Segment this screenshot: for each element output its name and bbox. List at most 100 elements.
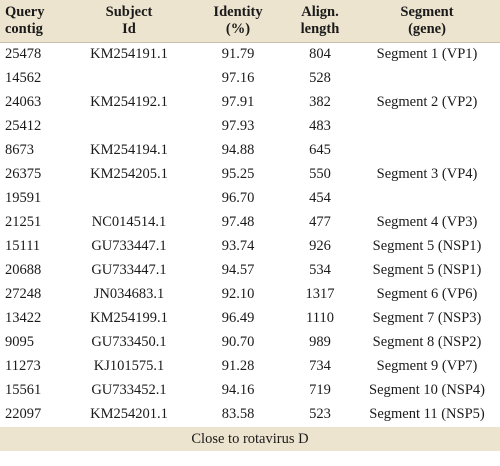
cell-segment: Segment 1 (VP1) (354, 42, 500, 67)
header-segment-line2: (gene) (408, 21, 446, 37)
cell-align-length: 645 (286, 138, 354, 163)
cell-subject-id: KM254191.1 (68, 42, 190, 67)
cell-query-contig: 14562 (0, 66, 68, 91)
cell-segment: Segment 2 (VP2) (354, 90, 500, 115)
cell-align-length: 454 (286, 186, 354, 211)
cell-identity: 83.58 (190, 402, 286, 427)
cell-subject-id (68, 66, 190, 91)
cell-align-length: 734 (286, 354, 354, 379)
cell-segment: Segment 4 (VP3) (354, 210, 500, 235)
cell-query-contig: 13422 (0, 306, 68, 331)
cell-query-contig: 19591 (0, 186, 68, 211)
cell-identity: 96.70 (190, 186, 286, 211)
cell-segment: Segment 8 (NSP2) (354, 330, 500, 355)
table-row: 25478 KM254191.1 91.79 804 Segment 1 (VP… (0, 42, 500, 67)
table-footnote: Close to rotavirus D (0, 426, 500, 451)
cell-segment (354, 66, 500, 91)
header-segment-line1: Segment (400, 4, 454, 20)
cell-segment (354, 114, 500, 139)
table-row: 19591 96.70 454 (0, 186, 500, 211)
cell-align-length: 382 (286, 90, 354, 115)
cell-subject-id: KM254192.1 (68, 90, 190, 115)
cell-align-length: 534 (286, 258, 354, 283)
cell-align-length: 477 (286, 210, 354, 235)
table-row: 9095 GU733450.1 90.70 989 Segment 8 (NSP… (0, 330, 500, 355)
cell-subject-id (68, 186, 190, 211)
header-subject-id: Subject Id (68, 0, 190, 43)
cell-segment: Segment 7 (NSP3) (354, 306, 500, 331)
cell-subject-id: KM254201.1 (68, 402, 190, 427)
header-query-line2: contig (5, 21, 43, 37)
results-table: Query contig Subject Id Identity (%) Ali… (0, 0, 500, 451)
cell-subject-id: KM254205.1 (68, 162, 190, 187)
cell-identity: 94.16 (190, 378, 286, 403)
footer-row: Close to rotavirus D (0, 426, 500, 451)
cell-align-length: 989 (286, 330, 354, 355)
cell-subject-id: GU733447.1 (68, 258, 190, 283)
cell-align-length: 528 (286, 66, 354, 91)
cell-subject-id (68, 114, 190, 139)
cell-identity: 93.74 (190, 234, 286, 259)
cell-query-contig: 26375 (0, 162, 68, 187)
cell-align-length: 483 (286, 114, 354, 139)
cell-align-length: 550 (286, 162, 354, 187)
cell-identity: 91.28 (190, 354, 286, 379)
cell-subject-id: GU733450.1 (68, 330, 190, 355)
header-align-line2: length (300, 21, 340, 37)
table-row: 22097 KM254201.1 83.58 523 Segment 11 (N… (0, 402, 500, 427)
cell-align-length: 719 (286, 378, 354, 403)
cell-query-contig: 25478 (0, 42, 68, 67)
cell-query-contig: 8673 (0, 138, 68, 163)
table-row: 11273 KJ101575.1 91.28 734 Segment 9 (VP… (0, 354, 500, 379)
cell-segment (354, 138, 500, 163)
header-align-line1: Align. (301, 4, 339, 20)
cell-align-length: 1317 (286, 282, 354, 307)
cell-query-contig: 24063 (0, 90, 68, 115)
header-subject-line1: Subject (105, 4, 153, 20)
cell-identity: 95.25 (190, 162, 286, 187)
header-segment-gene: Segment (gene) (354, 0, 500, 43)
cell-align-length: 926 (286, 234, 354, 259)
table-row: 20688 GU733447.1 94.57 534 Segment 5 (NS… (0, 258, 500, 283)
table-row: 26375 KM254205.1 95.25 550 Segment 3 (VP… (0, 162, 500, 187)
header-query-contig: Query contig (0, 0, 68, 43)
table-row: 15561 GU733452.1 94.16 719 Segment 10 (N… (0, 378, 500, 403)
cell-identity: 97.93 (190, 114, 286, 139)
cell-align-length: 1110 (286, 306, 354, 331)
cell-query-contig: 9095 (0, 330, 68, 355)
cell-segment: Segment 11 (NSP5) (354, 402, 500, 427)
cell-subject-id: JN034683.1 (68, 282, 190, 307)
header-align-length: Align. length (286, 0, 354, 43)
cell-identity: 94.88 (190, 138, 286, 163)
cell-segment (354, 186, 500, 211)
cell-segment: Segment 3 (VP4) (354, 162, 500, 187)
cell-segment: Segment 5 (NSP1) (354, 258, 500, 283)
cell-identity: 94.57 (190, 258, 286, 283)
table-row: 25412 97.93 483 (0, 114, 500, 139)
header-row: Query contig Subject Id Identity (%) Ali… (0, 0, 500, 43)
table-row: 15111 GU733447.1 93.74 926 Segment 5 (NS… (0, 234, 500, 259)
cell-query-contig: 27248 (0, 282, 68, 307)
table-body: 25478 KM254191.1 91.79 804 Segment 1 (VP… (0, 42, 500, 427)
cell-query-contig: 21251 (0, 210, 68, 235)
header-subject-line2: Id (122, 21, 136, 37)
cell-identity: 97.16 (190, 66, 286, 91)
cell-subject-id: KM254199.1 (68, 306, 190, 331)
cell-identity: 92.10 (190, 282, 286, 307)
cell-segment: Segment 10 (NSP4) (354, 378, 500, 403)
table-row: 24063 KM254192.1 97.91 382 Segment 2 (VP… (0, 90, 500, 115)
cell-identity: 97.48 (190, 210, 286, 235)
cell-identity: 90.70 (190, 330, 286, 355)
cell-query-contig: 25412 (0, 114, 68, 139)
cell-segment: Segment 9 (VP7) (354, 354, 500, 379)
cell-query-contig: 11273 (0, 354, 68, 379)
cell-subject-id: GU733447.1 (68, 234, 190, 259)
cell-identity: 91.79 (190, 42, 286, 67)
table-row: 8673 KM254194.1 94.88 645 (0, 138, 500, 163)
table-row: 14562 97.16 528 (0, 66, 500, 91)
cell-subject-id: KJ101575.1 (68, 354, 190, 379)
cell-query-contig: 22097 (0, 402, 68, 427)
header-identity: Identity (%) (190, 0, 286, 43)
cell-subject-id: KM254194.1 (68, 138, 190, 163)
cell-query-contig: 20688 (0, 258, 68, 283)
